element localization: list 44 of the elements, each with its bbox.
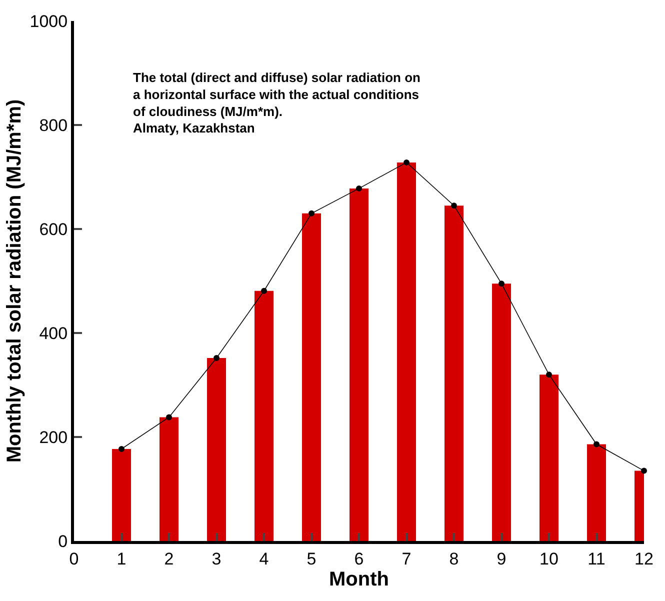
x-tick-label: 5 — [306, 549, 316, 568]
x-tick-label: 8 — [449, 549, 459, 568]
bar — [587, 444, 606, 541]
point — [214, 354, 220, 361]
point — [308, 210, 314, 216]
point — [641, 468, 647, 474]
bar — [112, 448, 131, 541]
point — [594, 441, 600, 448]
y-tick-label: 600 — [39, 220, 68, 239]
x-tick-label: 6 — [354, 549, 364, 568]
x-axis-title: Month — [329, 568, 389, 590]
x-tick-label: 10 — [540, 549, 558, 568]
y-tick-label: 200 — [39, 428, 68, 447]
bar — [207, 358, 226, 541]
point — [166, 414, 172, 420]
point — [356, 185, 362, 192]
y-tick-label: 1000 — [30, 12, 68, 31]
x-tick-label: 9 — [496, 549, 506, 568]
point — [261, 288, 267, 294]
y-tick-label: 800 — [39, 116, 68, 135]
x-tick-label: 2 — [164, 549, 174, 568]
bar — [350, 188, 368, 541]
point — [118, 446, 124, 452]
x-tick-label: 3 — [212, 549, 222, 568]
bar — [254, 290, 274, 541]
bar — [397, 162, 416, 541]
point — [404, 159, 410, 166]
y-tick-label: 0 — [58, 532, 68, 551]
bar — [302, 213, 321, 541]
point — [498, 280, 504, 287]
y-tick-label: 400 — [39, 324, 68, 343]
x-tick-label: 7 — [402, 549, 412, 568]
bar — [444, 206, 464, 541]
point — [546, 372, 552, 378]
point — [451, 202, 457, 209]
bar — [492, 284, 511, 541]
x-tick-label: 12 — [634, 549, 654, 568]
x-tick-label: 4 — [259, 549, 269, 568]
bar — [160, 417, 178, 541]
y-axis-title: Monthly total solar radiation (MJ/m*m) — [3, 99, 26, 463]
x-tick-label: 11 — [588, 549, 606, 568]
bar — [540, 374, 558, 541]
x-tick-label: 1 — [116, 549, 126, 568]
annotation: The total (direct and diffuse) solar radiation on a horizontal surface with the actual conditions of cloudiness (MJ/m*m). Almaty, Kazakhstan — [133, 70, 421, 136]
